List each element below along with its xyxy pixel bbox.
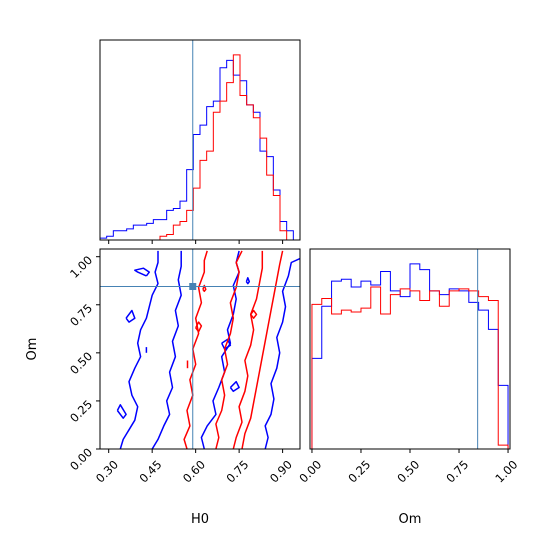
contour-ylabel: Om (25, 338, 40, 361)
contour-series-0-level-9 (245, 277, 251, 285)
contour-series-0-level-7 (229, 380, 240, 393)
hist-om-xtick-label: 0.50 (394, 457, 422, 485)
hist-om-xtick-label: 0.25 (345, 457, 373, 485)
contour-xlabel: H0 (191, 512, 209, 527)
hist-om-panel: 0.00 0.25 0.50 0.75 1.00 Om (296, 248, 520, 527)
hist-om-xtick-label: 0.75 (443, 457, 471, 485)
contour-xtick-label: 0.75 (223, 457, 251, 485)
hist-h0-frame (99, 39, 301, 241)
hist-h0-panel (99, 39, 301, 244)
hist-om-series-1-steps (311, 286, 509, 449)
contour-xtick-label: 0.30 (93, 457, 121, 485)
hist-h0-series-1-steps (100, 54, 300, 241)
contour-ytick-label: 0.00 (67, 445, 95, 473)
contour-series-1-level-12 (215, 250, 243, 449)
contour-series-1-level-14 (241, 250, 284, 449)
contour-xtick-label: 0.90 (267, 457, 295, 485)
contour-xtick-label: 0.45 (137, 457, 165, 485)
contour-series-0-level-8 (221, 338, 232, 350)
contour-frame (99, 248, 301, 450)
contour-ytick-label: 0.50 (67, 349, 95, 377)
contour-lines (116, 250, 300, 449)
contour-series-0-level-5 (125, 309, 136, 323)
contour-truth-marker (189, 283, 197, 290)
contour-xtick-label: 0.60 (180, 457, 208, 485)
contour-ytick-label: 1.00 (67, 253, 95, 281)
hist-om-xtick-label: 1.00 (492, 457, 520, 485)
contour-series-0-level-2 (200, 250, 240, 449)
contour-series-0-level-0 (119, 250, 159, 449)
contour-h0-om-panel: 0.30 0.45 0.60 0.75 0.90 0.00 0.25 0.50 0.75 1.00… (25, 248, 301, 527)
contour-series-0-level-3 (264, 257, 300, 449)
contour-ytick-label: 0.25 (67, 397, 95, 425)
hist-om-series-0-steps (311, 263, 509, 449)
hist-om-xlabel: Om (399, 512, 422, 527)
contour-series-0-level-6 (116, 404, 127, 419)
contour-series-1-level-15 (195, 321, 203, 333)
contour-series-1-level-11 (183, 250, 208, 449)
contour-ytick-label: 0.75 (67, 301, 95, 329)
contour-series-0-level-1 (151, 250, 182, 449)
contour-series-1-level-16 (250, 309, 258, 319)
hist-om-xtick-label: 0.00 (296, 457, 324, 485)
hist-h0-series-0-steps (99, 59, 300, 241)
contour-series-0-level-4 (134, 267, 151, 277)
